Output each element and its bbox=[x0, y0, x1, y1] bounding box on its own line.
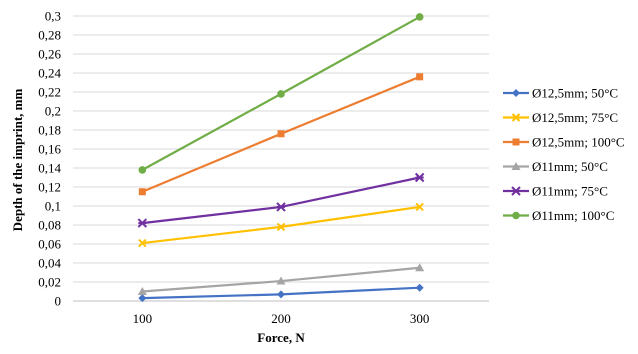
x-tick-label: 200 bbox=[271, 311, 291, 326]
data-point bbox=[414, 172, 425, 183]
y-tick-label: 0,04 bbox=[38, 256, 61, 271]
legend-label: Ø12,5mm; 100°C bbox=[532, 135, 625, 150]
series-3 bbox=[137, 263, 425, 295]
legend-item: Ø12,5mm; 50°C bbox=[503, 86, 618, 101]
data-point bbox=[138, 238, 147, 248]
data-point bbox=[415, 263, 425, 272]
data-point bbox=[276, 276, 286, 285]
data-point bbox=[137, 287, 147, 295]
y-tick-label: 0,18 bbox=[38, 123, 61, 138]
legend-label: Ø11mm; 75°C bbox=[532, 184, 608, 199]
data-point bbox=[138, 294, 147, 303]
y-tick-label: 0,26 bbox=[38, 47, 61, 62]
x-axis-title: Force, N bbox=[257, 330, 305, 345]
y-tick-label: 0,06 bbox=[38, 237, 61, 252]
series-1 bbox=[138, 202, 424, 248]
y-tick-label: 0,22 bbox=[38, 85, 61, 100]
y-tick-label: 0,08 bbox=[38, 218, 61, 233]
series-2 bbox=[138, 73, 424, 196]
data-point bbox=[277, 90, 285, 98]
legend-item: Ø12,5mm; 75°C bbox=[503, 110, 618, 125]
y-tick-label: 0,3 bbox=[45, 9, 61, 24]
data-point bbox=[138, 188, 146, 196]
gridlines bbox=[73, 15, 489, 302]
data-point bbox=[415, 13, 424, 21]
x-tick-label: 300 bbox=[410, 311, 430, 326]
data-point bbox=[416, 73, 424, 81]
legend-label: Ø12,5mm; 50°C bbox=[532, 86, 618, 101]
legend-marker bbox=[511, 162, 521, 170]
y-tick-label: 0,14 bbox=[38, 161, 61, 176]
legend-item: Ø11mm; 50°C bbox=[503, 159, 608, 174]
series-5 bbox=[138, 13, 424, 174]
x-tick-label: 100 bbox=[133, 311, 153, 326]
legend-marker bbox=[511, 113, 521, 122]
y-tick-label: 0,02 bbox=[38, 275, 61, 290]
legend-item: Ø11mm; 75°C bbox=[503, 184, 608, 199]
legend-item: Ø12,5mm; 100°C bbox=[503, 135, 625, 150]
legend-marker bbox=[512, 89, 520, 97]
data-point bbox=[277, 290, 285, 299]
legend-item: Ø11mm; 100°C bbox=[503, 208, 614, 223]
y-axis-title: Depth of the imprint, mm bbox=[10, 89, 25, 232]
data-point bbox=[277, 130, 285, 138]
y-tick-label: 0,12 bbox=[38, 180, 61, 195]
legend: Ø12,5mm; 50°C Ø12,5mm; 75°C Ø12,5mm; 100°C… bbox=[503, 86, 625, 223]
legend-label: Ø11mm; 100°C bbox=[532, 208, 614, 223]
legend-label: Ø11mm; 50°C bbox=[532, 159, 608, 174]
series-line bbox=[142, 176, 420, 225]
y-tick-label: 0,2 bbox=[45, 104, 61, 119]
data-point bbox=[138, 166, 147, 174]
y-tick-label: 0 bbox=[55, 294, 62, 309]
legend-marker bbox=[512, 211, 520, 220]
series-4 bbox=[137, 172, 425, 228]
y-tick-label: 0,1 bbox=[45, 199, 61, 214]
data-point bbox=[276, 222, 286, 232]
legend-marker bbox=[511, 186, 521, 196]
data-point bbox=[415, 202, 424, 212]
y-tick-label: 0,28 bbox=[38, 28, 61, 43]
axes: 0 0,02 0,04 0,06 0,08 0,1 0,12 0,14 0,16 0,18 0,2 0… bbox=[38, 9, 429, 327]
data-point bbox=[276, 202, 286, 212]
legend-label: Ø12,5mm; 75°C bbox=[532, 110, 618, 125]
y-tick-label: 0,24 bbox=[38, 66, 61, 81]
series-0 bbox=[138, 283, 424, 303]
data-point bbox=[137, 218, 148, 228]
y-tick-label: 0,16 bbox=[38, 142, 61, 157]
data-point bbox=[415, 283, 424, 292]
legend-marker bbox=[512, 138, 520, 146]
series-layer bbox=[137, 13, 425, 303]
